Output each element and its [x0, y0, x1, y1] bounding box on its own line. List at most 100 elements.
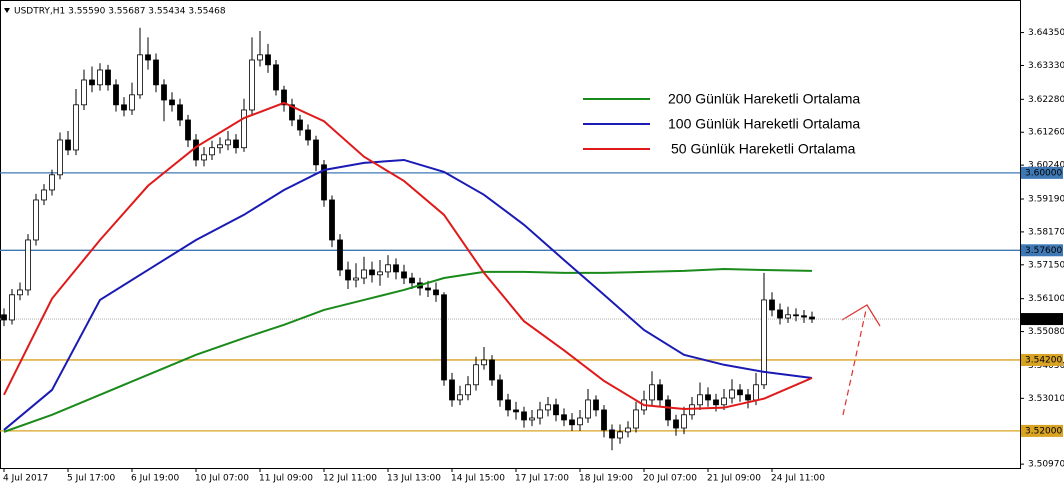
y-tick-label: 3.50970: [1028, 460, 1064, 470]
candle-body: [465, 384, 471, 396]
candle-body: [481, 359, 487, 366]
candle-body: [457, 394, 463, 401]
candle-body: [273, 64, 279, 91]
y-tick-label: 3.62280: [1028, 95, 1064, 105]
legend-label: 50 Günlük Hareketli Ortalama: [671, 141, 856, 157]
candle-body: [569, 419, 575, 426]
chart-title: USDTRY,H1 3.55590 3.55687 3.55434 3.5546…: [14, 7, 226, 17]
y-tick-label: 3.63330: [1028, 61, 1064, 71]
candle-body: [721, 397, 727, 406]
candle-body: [385, 264, 391, 273]
x-tick-label: 13 Jul 13:00: [387, 474, 441, 484]
candle-body: [337, 239, 343, 271]
level-label: 3.57600: [1025, 246, 1062, 256]
candle-body: [521, 411, 527, 421]
candle-body: [9, 294, 15, 321]
x-tick-label: 10 Jul 07:00: [195, 474, 249, 484]
candle-body: [729, 389, 735, 399]
candle-body: [281, 89, 287, 106]
candle-body: [193, 139, 199, 161]
candle-body: [769, 299, 775, 311]
candle-body: [121, 104, 127, 111]
candle-body: [129, 94, 135, 111]
candle-body: [41, 189, 47, 201]
candle-body: [577, 417, 583, 426]
candle-body: [25, 239, 31, 291]
legend-label: 200 Günlük Hareketli Ortalama: [668, 91, 860, 107]
candle-body: [97, 69, 103, 86]
candle-body: [345, 269, 351, 281]
candle-body: [73, 104, 79, 151]
candle-body: [681, 414, 687, 429]
candle-body: [377, 271, 383, 276]
arrow-head: [841, 304, 881, 327]
candle-body: [409, 277, 415, 284]
candle-body: [761, 299, 767, 386]
candle-body: [425, 287, 431, 291]
candle-body: [153, 59, 159, 86]
candle-body: [145, 54, 151, 61]
candle-body: [137, 54, 143, 96]
candle-body: [713, 399, 719, 406]
candle-body: [673, 419, 679, 429]
candle-body: [745, 394, 751, 401]
candle-body: [257, 54, 263, 61]
candle-body: [329, 199, 335, 241]
candle-body: [33, 199, 39, 241]
candle-body: [177, 104, 183, 121]
y-tick-label: 3.64350: [1028, 28, 1064, 38]
candle-body: [65, 139, 71, 151]
candle-body: [473, 364, 479, 386]
candle-body: [545, 404, 551, 411]
candle-body: [777, 309, 783, 319]
candle-body: [369, 269, 375, 276]
candle-body: [697, 394, 703, 406]
candle-body: [801, 315, 807, 318]
candle-body: [17, 289, 23, 296]
current-price-label: 3.55468: [1025, 315, 1062, 325]
candle-body: [233, 139, 239, 149]
level-label-box: [1021, 244, 1063, 257]
candle-body: [433, 289, 439, 296]
x-tick-label: 18 Jul 19:00: [579, 474, 633, 484]
candle-body: [441, 294, 447, 381]
y-tick-label: 3.58170: [1028, 227, 1064, 237]
candle-body: [609, 429, 615, 439]
candle-body: [265, 54, 271, 66]
candle-body: [81, 79, 87, 106]
candle-body: [49, 174, 55, 191]
x-tick-label: 11 Jul 09:00: [259, 474, 313, 484]
candle-body: [593, 399, 599, 411]
candle-body: [313, 139, 319, 166]
candle-body: [601, 409, 607, 431]
candle-body: [89, 79, 95, 86]
candle-body: [169, 99, 175, 106]
candle-body: [793, 314, 799, 317]
candle-body: [809, 316, 815, 320]
candle-body: [353, 277, 359, 281]
y-tick-label: 3.55080: [1028, 327, 1064, 337]
candle-body: [505, 399, 511, 411]
moving-average-line: [3, 267, 813, 433]
candle-body: [209, 147, 215, 156]
candle-body: [689, 404, 695, 416]
candle-body: [617, 431, 623, 439]
candle-body: [649, 384, 655, 401]
x-tick-label: 4 Jul 2017: [3, 474, 48, 484]
candle-body: [705, 394, 711, 401]
y-tick-label: 3.56100: [1028, 294, 1064, 304]
level-label: 3.54200: [1025, 355, 1062, 365]
candle-body: [305, 129, 311, 141]
x-tick-label: 5 Jul 17:00: [67, 474, 116, 484]
candle-body: [785, 314, 791, 319]
candle-body: [249, 59, 255, 111]
x-tick-label: 21 Jul 09:00: [707, 474, 761, 484]
candle-body: [185, 119, 191, 141]
candle-body: [537, 409, 543, 419]
candle-body: [561, 414, 567, 421]
x-tick-label: 24 Jul 11:00: [771, 474, 825, 484]
candle-body: [297, 119, 303, 131]
candle-body: [289, 104, 295, 121]
moving-average-line: [3, 101, 813, 410]
